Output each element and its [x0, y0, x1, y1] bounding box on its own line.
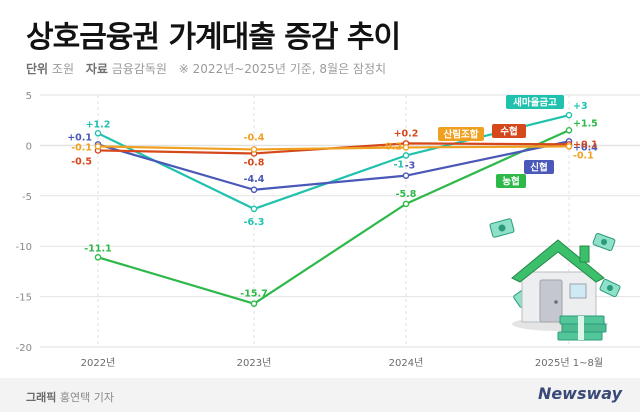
money-stack-icon [557, 315, 607, 341]
money-bill-icon [599, 278, 621, 298]
data-label: -15.7 [240, 289, 267, 300]
footer-bar [0, 378, 640, 412]
x-axis: 2022년 2023년 2024년 2025년 1~8월 [81, 357, 603, 369]
series-name-label: 새마을금고 [513, 97, 557, 109]
data-label: +0.2 [394, 128, 419, 139]
data-point [250, 146, 258, 153]
y-tick-label: 5 [26, 91, 32, 102]
data-point [565, 143, 573, 150]
unit-value: 조원 [51, 62, 75, 76]
series-callout: 신협 [524, 160, 554, 174]
data-label: -0.1 [71, 142, 92, 153]
brand-logo: Newsway [537, 384, 622, 403]
callout-badge [524, 160, 554, 174]
data-label: +0.1 [573, 139, 598, 150]
data-point [402, 144, 410, 151]
data-label: +1.2 [86, 119, 111, 130]
data-point [402, 172, 410, 179]
data-label: -0.4 [244, 132, 265, 143]
data-label: -4.4 [244, 174, 265, 185]
data-label: +0.4 [573, 142, 598, 153]
series-name-label: 수협 [500, 126, 517, 138]
y-tick-label: -15 [16, 293, 32, 304]
y-axis: 5 0 -5 -10 -15 -20 [16, 91, 32, 354]
unit-label: 단위 [26, 62, 49, 76]
data-label: +3 [573, 101, 588, 112]
source-label: 자료 [85, 62, 108, 76]
series-name-label: 신협 [530, 162, 547, 174]
note-text: ※ 2022년~2025년 기준, 8월은 잠정치 [178, 62, 387, 76]
data-point [565, 111, 573, 119]
data-label: +1.5 [573, 118, 598, 129]
callout-badge [438, 127, 484, 141]
x-tick-label: 2022년 [81, 357, 116, 369]
data-point [250, 186, 258, 194]
series-points [94, 111, 573, 307]
callout-badge [506, 95, 564, 109]
source-value: 금융감독원 [111, 62, 167, 76]
series-line [97, 140, 570, 191]
x-tick-label: 2023년 [237, 357, 272, 369]
y-tick-label: -20 [16, 343, 32, 354]
data-labels: +1.2 -6.3 -1 +3 -11.1 -15.7 -5.8 +1.5 +0.1 -4.4 -3… [67, 101, 598, 299]
data-point [402, 200, 410, 208]
money-bill-icon [489, 218, 515, 238]
series-name-label: 농협 [502, 176, 519, 188]
chart-meta: 단위 조원 자료 금융감독원 ※ 2022년~2025년 기준, 8월은 잠정치 [26, 60, 386, 77]
data-point [94, 130, 102, 137]
money-bill-icon [592, 233, 616, 251]
series-name-label: 산림조합 [444, 129, 479, 141]
page-title: 상호금융권 가계대출 증감 추이 [26, 20, 401, 55]
series-line [97, 129, 570, 305]
house-icon [511, 239, 605, 323]
credit-label: 그래픽 [26, 391, 57, 404]
series-line [97, 145, 570, 151]
y-tick-label: -10 [16, 242, 32, 253]
callout-badge [496, 174, 526, 188]
credit: 그래픽 홍연택 기자 [26, 389, 114, 405]
data-point [250, 300, 258, 307]
x-tick-label: 2025년 1~8월 [535, 357, 603, 369]
series-callout: 농협 [496, 174, 526, 188]
data-point [94, 253, 102, 261]
data-label: -0.2 [381, 141, 402, 152]
callout-badge [492, 124, 526, 138]
y-tick-label: -5 [22, 192, 32, 203]
y-tick-label: 0 [26, 141, 32, 152]
series-callout: 새마을금고 [506, 95, 564, 109]
data-point [402, 152, 410, 159]
house-money-illustration [489, 218, 621, 341]
data-point [565, 126, 573, 134]
data-label: -5.8 [396, 189, 417, 200]
series-lines [97, 114, 570, 305]
data-label: -6.3 [244, 217, 265, 228]
data-label: -0.8 [244, 157, 265, 168]
data-label: +0.1 [67, 132, 92, 143]
credit-author: 홍연택 기자 [59, 391, 114, 404]
data-label: -3 [405, 161, 416, 172]
data-label: -0.5 [71, 156, 92, 167]
data-label: -0.1 [573, 150, 594, 161]
data-point [250, 205, 258, 213]
series-callout: 산림조합 [438, 127, 484, 141]
data-point [94, 143, 102, 150]
series-callout: 수협 [492, 124, 526, 138]
data-label: -1 [393, 159, 404, 170]
x-tick-label: 2024년 [389, 357, 424, 369]
data-label: -11.1 [84, 243, 111, 254]
